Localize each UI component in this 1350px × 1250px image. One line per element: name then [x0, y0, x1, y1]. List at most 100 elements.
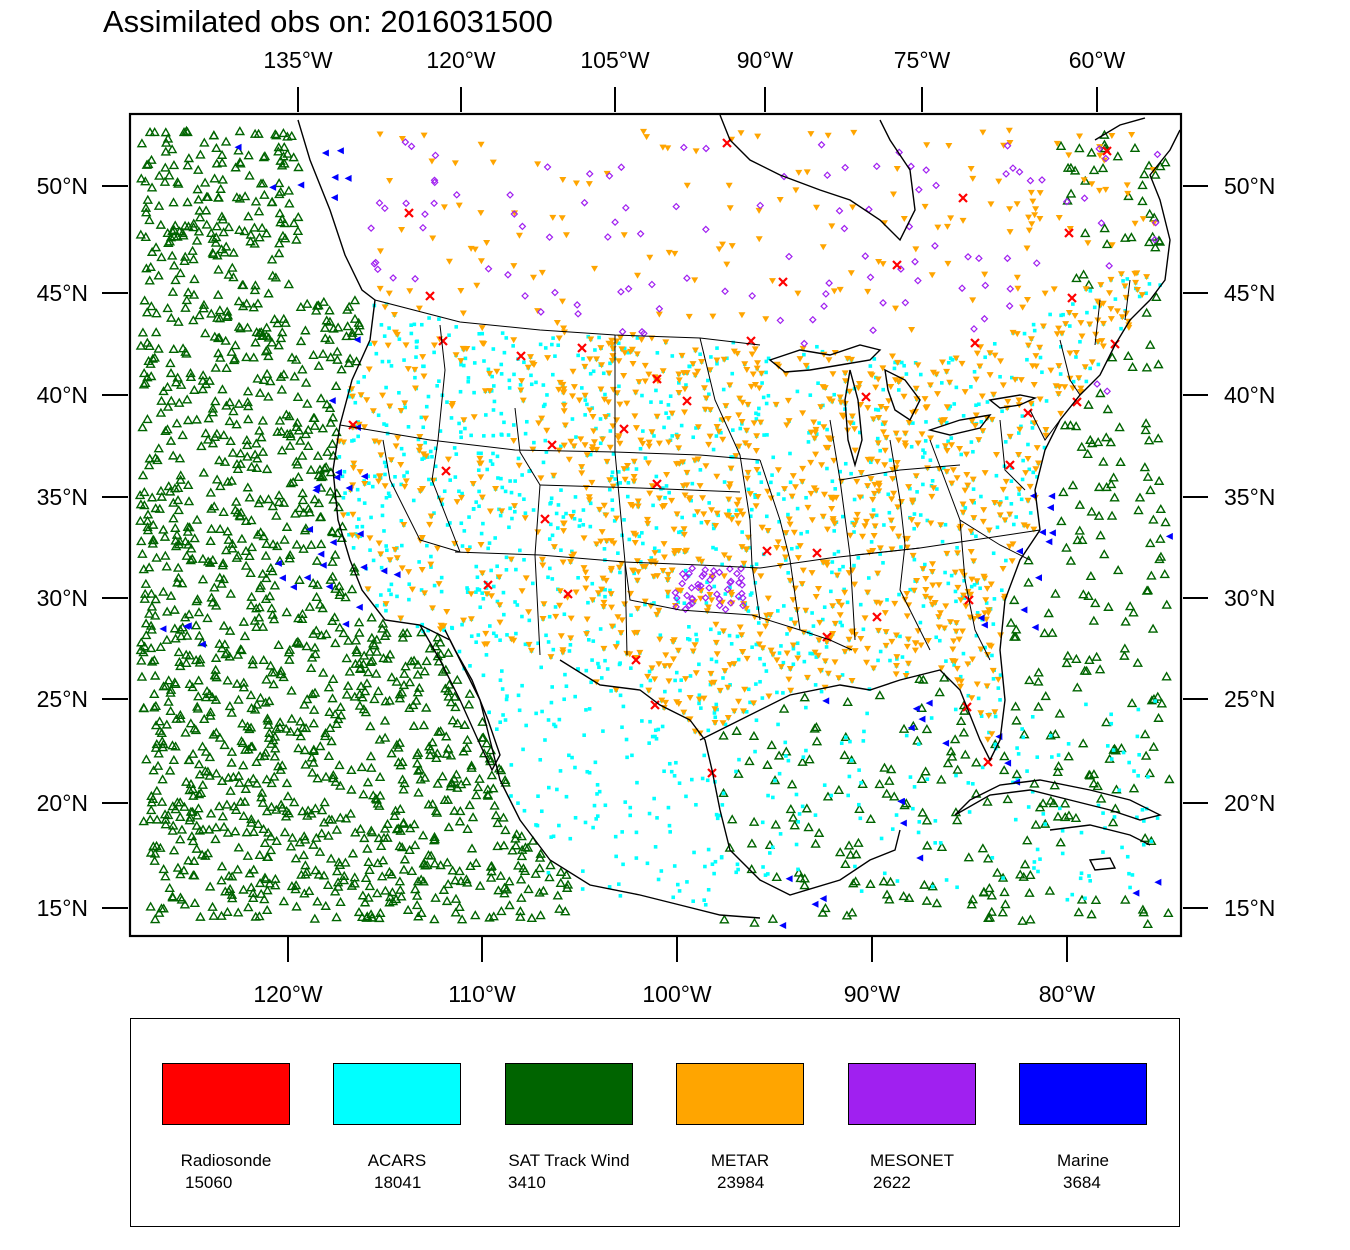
metar-marker: [854, 385, 862, 392]
sat-track-wind-marker: [1145, 538, 1156, 548]
acars-marker: [608, 361, 612, 366]
sat-track-wind-marker: [161, 719, 173, 729]
sat-track-wind-marker: [334, 581, 345, 591]
acars-marker: [878, 448, 883, 453]
acars-marker: [667, 490, 671, 495]
sat-track-wind-marker: [207, 247, 218, 257]
metar-marker: [812, 204, 820, 211]
acars-marker: [705, 580, 709, 585]
metar-marker: [617, 630, 625, 637]
acars-marker: [440, 502, 445, 507]
acars-marker: [760, 381, 764, 385]
metar-marker: [742, 547, 750, 554]
sat-track-wind-marker: [395, 825, 406, 835]
metar-marker: [892, 662, 900, 669]
metar-marker: [1033, 445, 1041, 452]
metar-marker: [600, 645, 608, 652]
acars-marker: [614, 854, 618, 859]
sat-track-wind-marker: [236, 533, 248, 543]
sat-track-wind-marker: [207, 403, 219, 413]
metar-marker: [935, 624, 943, 631]
sat-track-wind-marker: [147, 353, 159, 363]
metar-marker: [559, 176, 567, 183]
sat-track-wind-marker: [443, 685, 454, 695]
sat-track-wind-marker: [250, 196, 262, 206]
metar-marker: [865, 549, 873, 556]
metar-marker: [721, 668, 729, 675]
acars-marker: [393, 475, 397, 479]
acars-marker: [637, 534, 642, 539]
metar-marker: [983, 585, 991, 592]
acars-marker: [1009, 502, 1014, 506]
metar-marker: [819, 244, 827, 251]
mesonet-marker: [1150, 235, 1159, 244]
metar-marker: [735, 497, 743, 504]
acars-marker: [788, 480, 793, 485]
metar-marker: [393, 555, 401, 562]
metar-marker: [550, 544, 558, 551]
metar-marker: [934, 391, 942, 398]
metar-marker: [861, 615, 869, 622]
sat-track-wind-marker: [262, 344, 273, 354]
acars-marker: [1137, 752, 1141, 757]
metar-marker: [598, 586, 606, 593]
metar-marker: [510, 437, 518, 444]
sat-track-wind-marker: [307, 767, 318, 777]
acars-marker: [840, 623, 844, 628]
acars-marker: [553, 724, 558, 729]
metar-marker: [1006, 139, 1014, 146]
metar-marker: [567, 559, 575, 566]
sat-track-wind-marker: [206, 308, 217, 318]
acars-marker: [843, 461, 848, 466]
metar-marker: [1113, 308, 1121, 315]
acars-marker: [351, 546, 356, 550]
metar-marker: [829, 603, 837, 610]
acars-marker: [698, 352, 702, 357]
sat-track-wind-marker: [207, 438, 219, 448]
sat-track-wind-marker: [160, 162, 171, 172]
sat-track-wind-marker: [1105, 479, 1117, 489]
acars-marker: [649, 400, 653, 404]
acars-marker: [991, 622, 996, 626]
sat-track-wind-marker: [1128, 783, 1140, 793]
acars-marker: [625, 755, 629, 760]
metar-marker: [785, 516, 793, 523]
sat-track-wind-marker: [207, 901, 218, 911]
sat-track-wind-marker: [327, 527, 338, 537]
sat-track-wind-marker: [151, 814, 163, 824]
metar-marker: [982, 597, 990, 604]
sat-track-wind-marker: [1022, 835, 1033, 845]
acars-marker: [403, 405, 407, 410]
sat-track-wind-marker: [1105, 437, 1117, 447]
metar-marker: [823, 526, 831, 533]
sat-track-wind-marker: [197, 384, 209, 394]
metar-marker: [381, 483, 389, 490]
sat-track-wind-marker: [269, 771, 280, 781]
sat-track-wind-marker: [718, 730, 729, 740]
acars-marker: [654, 526, 659, 530]
acars-marker: [991, 677, 996, 681]
acars-marker: [670, 434, 675, 438]
metar-marker: [964, 482, 972, 489]
sat-track-wind-marker: [254, 849, 265, 859]
metar-marker: [851, 581, 859, 588]
sat-track-wind-marker: [246, 814, 257, 824]
acars-marker: [573, 815, 578, 820]
sat-track-wind-marker: [260, 593, 272, 604]
sat-track-wind-marker: [273, 340, 284, 350]
sat-track-wind-marker: [971, 757, 982, 767]
sat-track-wind-marker: [308, 349, 319, 360]
mesonet-marker: [822, 290, 830, 298]
sat-track-wind-marker: [146, 492, 158, 502]
metar-marker: [634, 272, 642, 279]
acars-marker: [1003, 440, 1008, 444]
sat-track-wind-marker: [246, 882, 257, 892]
sat-track-wind-marker: [1088, 769, 1100, 779]
metar-marker: [713, 473, 721, 480]
sat-track-wind-marker: [135, 340, 147, 350]
metar-marker: [719, 417, 727, 424]
sat-track-wind-marker: [135, 515, 146, 525]
acars-marker: [1142, 819, 1146, 823]
sat-track-wind-marker: [193, 164, 204, 174]
mesonet-marker: [624, 284, 633, 293]
